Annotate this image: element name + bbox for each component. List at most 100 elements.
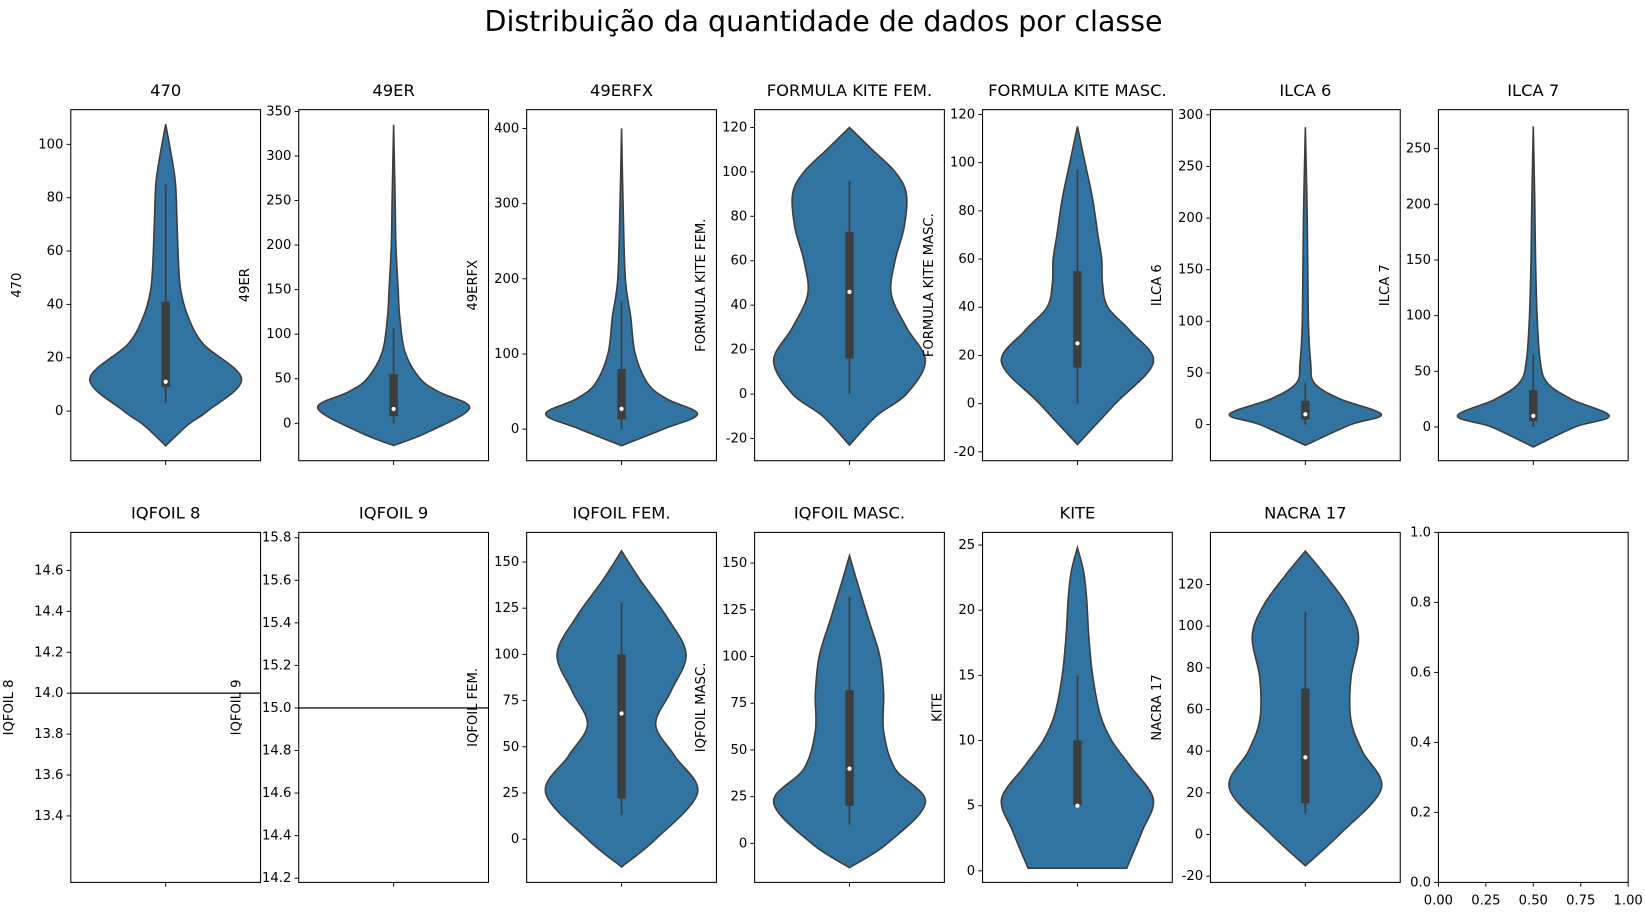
y-axis-label: ILCA 7 [1378,264,1393,306]
y-tick-label: 20 [730,343,747,358]
box [1529,390,1538,422]
box [845,231,854,359]
y-tick-label: 15.6 [262,573,291,588]
y-axis-label: KITE [930,693,945,722]
y-tick-label: 20 [958,348,975,363]
subplot-title: KITE [1060,504,1096,523]
y-tick-label: 14.8 [262,744,291,759]
subplot: 0 50 100 150 200 250 300 ILCA 6 ILCA 6 [1150,81,1401,465]
subplot: 0.0 0.2 0.4 0.6 0.8 1.0 0.00 0.25 0.50 0.75 1.00 [1410,525,1643,908]
y-axis-label: ILCA 6 [1150,264,1165,306]
y-tick-label: 14.2 [262,871,291,886]
x-tick-label: 0.25 [1471,893,1500,908]
y-tick-label: 50 [275,372,292,387]
axes-frame [1437,109,1629,462]
y-tick-label: 100 [950,156,975,171]
y-tick-label: 1.0 [1410,525,1431,540]
y-tick-label: 80 [730,209,747,224]
y-tick-label: 10 [958,734,975,749]
subplot: 13.4 13.6 13.8 14.0 14.2 14.4 14.6 IQFOIL 8 IQFO… [2,504,262,887]
y-axis-label: 49ERFX [466,260,481,311]
box [1301,688,1310,804]
subplot-title: IQFOIL MASC. [794,504,905,523]
y-tick-label: 25 [730,790,747,805]
y-tick-label: 5 [967,799,975,814]
median [847,289,852,294]
y-axis-label: IQFOIL 9 [230,679,245,735]
y-tick-label: 300 [266,149,291,164]
y-tick-label: 40 [730,298,747,313]
y-tick-label: 200 [266,238,291,253]
y-tick-label: 0.6 [1410,665,1431,680]
y-tick-label: -20 [954,445,975,460]
y-tick-label: 50 [1414,364,1431,379]
axes-frame [754,109,945,462]
violin [1228,127,1383,447]
y-tick-label: 80 [958,204,975,219]
y-tick-label: 80 [47,191,64,206]
axes-frame [526,109,717,462]
y-tick-label: 100 [266,327,291,342]
axes-frame [1209,109,1401,462]
y-axis-label: 470 [10,273,25,298]
y-tick-label: 200 [1406,197,1431,212]
y-tick-label: 25 [503,786,520,801]
y-tick-label: 25 [958,538,975,553]
y-tick-label: 300 [1178,108,1203,123]
subplot-title: ILCA 7 [1507,81,1559,100]
subplot-title: 49ERFX [590,81,653,100]
y-tick-label: 14.0 [34,686,63,701]
y-tick-label: 120 [1178,577,1203,592]
y-axis-label: IQFOIL 8 [2,679,17,735]
y-tick-label: 15.8 [262,531,291,546]
y-tick-label: 100 [1406,309,1431,324]
y-tick-label: 15 [958,668,975,683]
median [1075,803,1080,808]
y-tick-label: 15.0 [262,701,291,716]
axes-frame [70,109,262,462]
y-axis-label: FORMULA KITE MASC. [922,213,937,357]
y-tick-label: 0 [739,387,747,402]
box [389,374,398,417]
y-tick-label: 13.4 [34,809,63,824]
y-tick-label: 150 [266,283,291,298]
y-tick-label: 0 [739,836,747,851]
y-tick-label: 0 [283,416,291,431]
box [617,654,626,799]
y-tick-label: 100 [494,647,519,662]
x-tick-label: 0.50 [1519,893,1548,908]
median [1075,341,1080,346]
y-tick-label: 0.4 [1410,735,1431,750]
y-tick-label: 0 [55,404,63,419]
y-tick-label: 250 [1178,159,1203,174]
subplot-title: NACRA 17 [1264,504,1346,523]
subplot-title: 470 [150,81,181,100]
axes-frame [298,109,490,462]
subplot: 0 50 100 150 200 250 300 350 49ER 49ER [238,81,490,465]
y-tick-label: 75 [730,696,747,711]
y-tick-label: 300 [494,197,519,212]
y-tick-label: 14.2 [34,645,63,660]
y-tick-label: 0 [967,864,975,879]
y-tick-label: 80 [1186,661,1203,676]
y-tick-label: 40 [47,297,64,312]
y-tick-label: 40 [1186,744,1203,759]
box [845,690,854,806]
y-tick-label: 0 [511,422,519,437]
violin [316,124,471,447]
y-tick-label: 13.8 [34,727,63,742]
x-tick-label: 0.00 [1424,893,1453,908]
y-tick-label: 0 [1195,418,1203,433]
x-tick-label: 1.00 [1614,893,1643,908]
median [619,711,624,716]
y-axis-label: FORMULA KITE FEM. [694,219,709,352]
y-tick-label: 50 [730,743,747,758]
violin [544,128,699,447]
subplot: 14.2 14.4 14.6 14.8 15.0 15.2 15.4 15.6 15.8 IQFO… [230,504,490,887]
y-tick-label: 50 [1186,366,1203,381]
y-tick-label: 100 [722,649,747,664]
y-tick-label: 60 [958,252,975,267]
y-axis-label: NACRA 17 [1150,674,1165,740]
y-tick-label: 60 [47,244,64,259]
